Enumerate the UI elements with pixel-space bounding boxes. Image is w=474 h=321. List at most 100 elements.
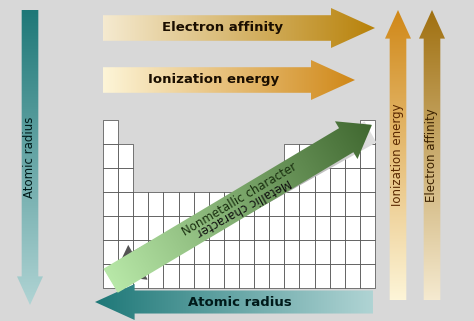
Bar <box>103 216 118 240</box>
Bar <box>284 240 300 264</box>
Bar <box>315 216 329 240</box>
Bar <box>269 216 284 240</box>
Bar <box>179 240 194 264</box>
Text: Metallic character: Metallic character <box>194 176 293 239</box>
Bar <box>194 240 209 264</box>
Bar <box>164 192 179 216</box>
Bar <box>103 120 118 144</box>
Bar <box>254 216 269 240</box>
Polygon shape <box>419 10 445 300</box>
Bar <box>103 144 118 168</box>
Text: Ionization energy: Ionization energy <box>392 104 404 206</box>
Bar <box>345 192 360 216</box>
Bar <box>164 240 179 264</box>
Bar <box>300 264 315 288</box>
Bar <box>360 168 375 192</box>
Bar <box>224 240 239 264</box>
Bar <box>164 264 179 288</box>
Bar <box>209 192 224 216</box>
Bar <box>118 216 133 240</box>
Bar <box>148 264 164 288</box>
Polygon shape <box>114 122 376 280</box>
Bar <box>254 264 269 288</box>
Bar <box>315 168 329 192</box>
Bar <box>315 240 329 264</box>
Bar <box>118 192 133 216</box>
Bar <box>284 264 300 288</box>
Bar <box>224 192 239 216</box>
Bar <box>329 168 345 192</box>
Bar <box>345 144 360 168</box>
Bar <box>345 168 360 192</box>
Polygon shape <box>103 60 355 100</box>
Bar <box>269 192 284 216</box>
Bar <box>164 216 179 240</box>
Bar <box>179 216 194 240</box>
Bar <box>133 216 148 240</box>
Bar <box>329 240 345 264</box>
Bar <box>345 264 360 288</box>
Bar <box>284 192 300 216</box>
Polygon shape <box>103 121 372 293</box>
Polygon shape <box>103 8 375 48</box>
Bar <box>209 216 224 240</box>
Bar <box>300 240 315 264</box>
Text: Electron affinity: Electron affinity <box>162 22 283 34</box>
Text: Electron affinity: Electron affinity <box>426 108 438 202</box>
Bar <box>300 168 315 192</box>
Bar <box>103 264 118 288</box>
Bar <box>315 192 329 216</box>
Bar <box>133 264 148 288</box>
Bar <box>224 216 239 240</box>
Text: Ionization energy: Ionization energy <box>148 74 280 86</box>
Bar <box>360 144 375 168</box>
Bar <box>360 120 375 144</box>
Bar <box>224 264 239 288</box>
Bar <box>194 216 209 240</box>
Bar <box>269 240 284 264</box>
Bar <box>239 240 254 264</box>
Bar <box>269 264 284 288</box>
Bar <box>239 192 254 216</box>
Bar <box>133 240 148 264</box>
Bar <box>300 216 315 240</box>
Bar <box>360 192 375 216</box>
Bar <box>345 240 360 264</box>
Bar <box>254 240 269 264</box>
Bar <box>329 216 345 240</box>
Bar <box>329 144 345 168</box>
Bar <box>254 192 269 216</box>
Bar <box>284 144 300 168</box>
Bar <box>148 192 164 216</box>
Bar <box>103 192 118 216</box>
Bar <box>209 240 224 264</box>
Bar <box>148 240 164 264</box>
Bar <box>103 168 118 192</box>
Bar <box>133 192 148 216</box>
Bar <box>239 216 254 240</box>
Bar <box>239 264 254 288</box>
Bar <box>360 264 375 288</box>
Bar <box>118 168 133 192</box>
Bar <box>329 264 345 288</box>
Bar <box>360 240 375 264</box>
Bar <box>118 144 133 168</box>
Polygon shape <box>385 10 411 300</box>
Bar <box>329 192 345 216</box>
Bar <box>148 216 164 240</box>
Bar <box>360 216 375 240</box>
Bar <box>209 264 224 288</box>
Polygon shape <box>95 284 373 320</box>
Bar <box>118 264 133 288</box>
Bar <box>284 168 300 192</box>
Bar <box>194 192 209 216</box>
Bar <box>300 144 315 168</box>
Bar <box>194 264 209 288</box>
Bar <box>315 264 329 288</box>
Bar <box>300 192 315 216</box>
Bar <box>284 216 300 240</box>
Bar <box>179 192 194 216</box>
Bar <box>345 216 360 240</box>
Text: Atomic radius: Atomic radius <box>188 296 292 308</box>
Bar <box>103 240 118 264</box>
